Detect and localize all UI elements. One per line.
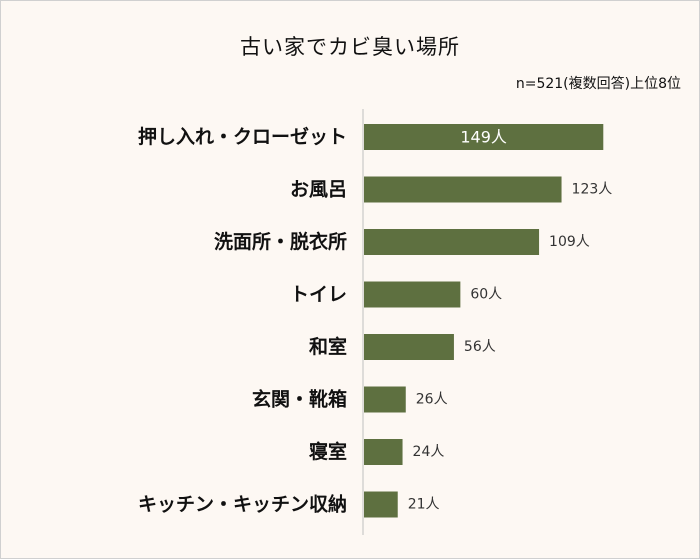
value-labels: 149人 123人 109人 60人 56人 26人 24人 21人 (408, 128, 613, 513)
data-label: 56人 (464, 339, 496, 355)
data-label: 149人 (460, 128, 507, 147)
category-label: キッチン・キッチン収納 (138, 493, 347, 516)
chart-subtitle: n=521(複数回答)上位8位 (515, 76, 681, 92)
data-label: 60人 (470, 287, 502, 303)
data-label: 21人 (408, 497, 440, 513)
category-label: 洗面所・脱衣所 (214, 230, 347, 253)
bar (364, 439, 403, 465)
data-label: 123人 (572, 182, 613, 198)
bar (364, 281, 461, 308)
bar (364, 176, 562, 203)
category-label: 玄関・靴箱 (252, 388, 347, 411)
category-label: 寝室 (309, 440, 347, 463)
category-label: トイレ (290, 284, 347, 306)
category-label: 和室 (309, 335, 347, 358)
bar (364, 491, 398, 518)
category-labels: 押し入れ・クローゼットお風呂洗面所・脱衣所トイレ和室玄関・靴箱寝室キッチン・キッ… (138, 125, 347, 516)
bar (364, 124, 604, 150)
category-label: 押し入れ・クローゼット (138, 125, 347, 148)
data-label: 24人 (413, 444, 445, 460)
chart-title: 古い家でカビ臭い場所 (240, 35, 460, 59)
data-label: 109人 (549, 234, 590, 250)
data-label: 26人 (416, 392, 448, 408)
bar (364, 386, 406, 413)
bar (364, 334, 454, 360)
bars (364, 124, 604, 518)
bar (364, 229, 540, 255)
category-label: お風呂 (290, 179, 347, 201)
